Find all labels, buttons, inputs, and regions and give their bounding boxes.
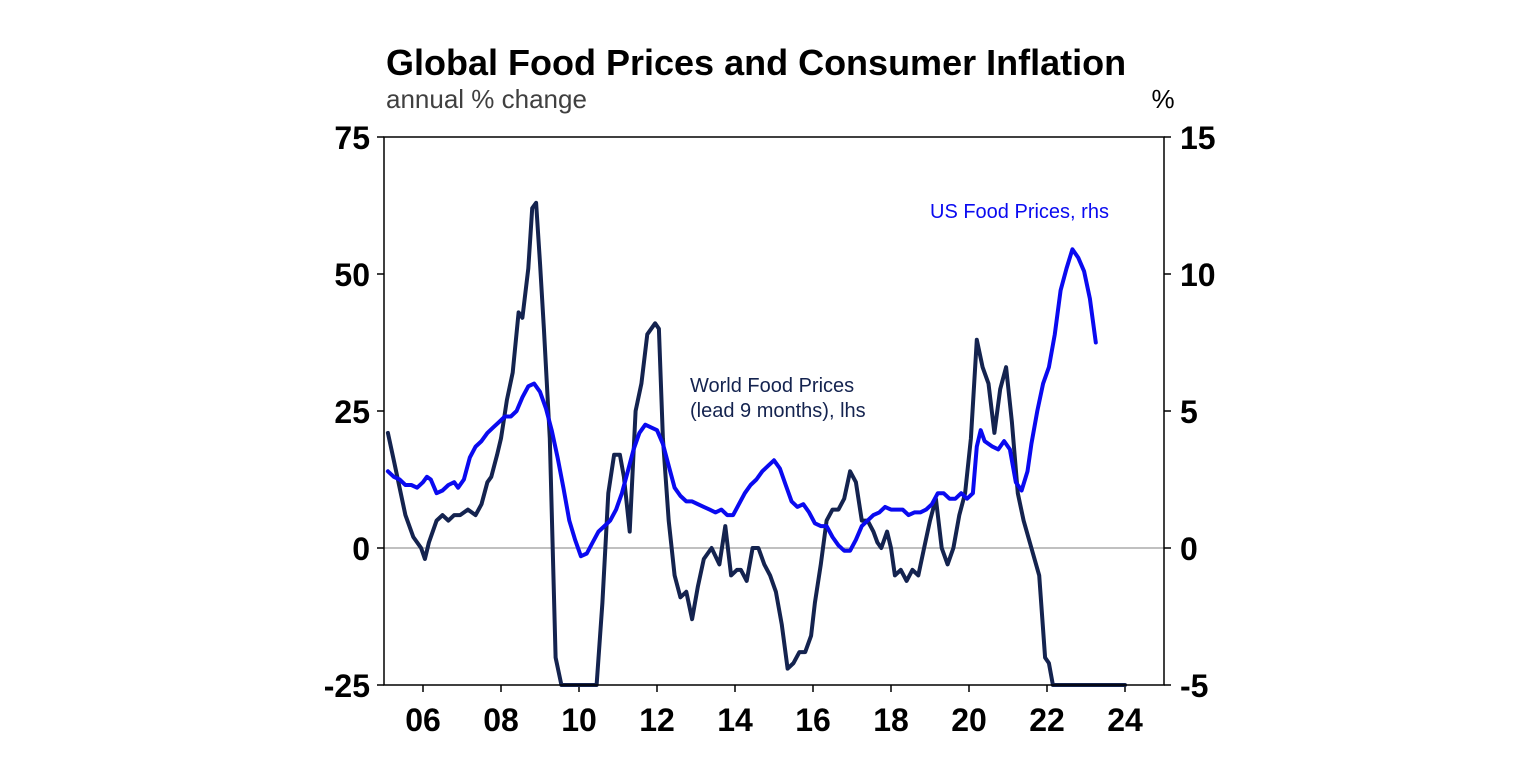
x-tick-label: 14 xyxy=(717,702,753,738)
left-tick-label: 75 xyxy=(334,120,370,156)
series-layer xyxy=(385,200,1127,687)
x-tick-label: 22 xyxy=(1029,702,1065,738)
right-tick-label: -5 xyxy=(1180,668,1208,704)
x-tick-label: 12 xyxy=(639,702,675,738)
right-tick-label: 15 xyxy=(1180,120,1216,156)
x-tick-label: 20 xyxy=(951,702,987,738)
right-tick-label: 5 xyxy=(1180,394,1198,430)
world-series-label-line2: (lead 9 months), lhs xyxy=(690,400,866,422)
right-axis-unit: % xyxy=(1151,84,1174,114)
plot-frame xyxy=(383,136,1165,686)
right-tick-label: 10 xyxy=(1180,257,1216,293)
chart-title: Global Food Prices and Consumer Inflatio… xyxy=(386,42,1126,83)
right-tick-label: 0 xyxy=(1180,531,1198,567)
x-tick-label: 24 xyxy=(1107,702,1143,738)
world-series-label-line1: World Food Prices xyxy=(690,375,854,397)
x-tick-label: 16 xyxy=(795,702,831,738)
left-tick-label: 50 xyxy=(334,257,370,293)
left-tick-label: 0 xyxy=(352,531,370,567)
x-tick-label: 18 xyxy=(873,702,909,738)
x-tick-label: 10 xyxy=(561,702,597,738)
axis-ticks: -25 0 25 50 75 -5 0 5 10 15 06 08 10 12 14 16 18 20 22 24 xyxy=(324,120,1216,738)
left-tick-label: -25 xyxy=(324,668,370,704)
x-tick-label: 08 xyxy=(483,702,519,738)
left-tick-label: 25 xyxy=(334,394,370,430)
us-series-label: US Food Prices, rhs xyxy=(930,201,1109,223)
world-food-prices-line xyxy=(385,200,1127,687)
us-food-prices-line xyxy=(385,247,1098,559)
chart-subtitle: annual % change xyxy=(386,84,587,114)
x-tick-label: 06 xyxy=(405,702,441,738)
